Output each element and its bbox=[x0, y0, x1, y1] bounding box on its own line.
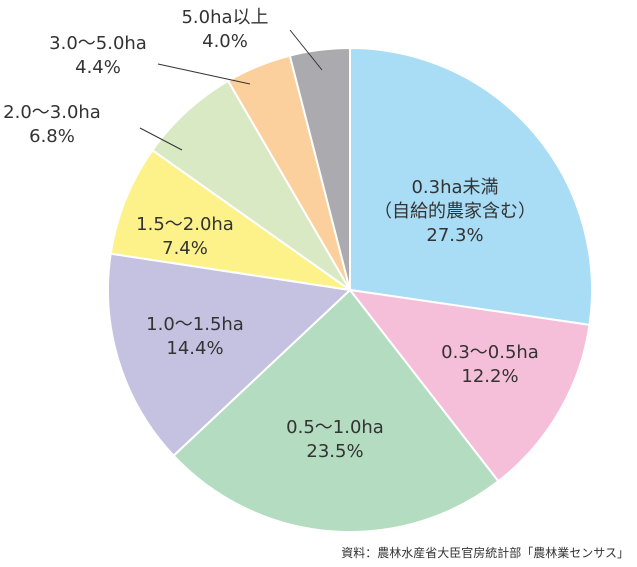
value-label: 4.0% bbox=[202, 31, 248, 52]
category-label: 0.3ha未満 （自給的農家含む） bbox=[374, 177, 536, 222]
category-label: 3.0～5.0ha bbox=[49, 33, 147, 54]
pie-slice bbox=[109, 148, 351, 291]
value-label: 4.4% bbox=[75, 57, 121, 78]
leader-line bbox=[289, 29, 323, 71]
leader-line bbox=[157, 63, 251, 85]
category-label: 5.0ha以上 bbox=[181, 7, 269, 28]
slice-label: 2.0～3.0ha 6.8% bbox=[3, 101, 101, 149]
pie-slice bbox=[288, 46, 351, 291]
category-label: 2.0～3.0ha bbox=[3, 102, 101, 123]
slice-label: 0.3ha未満 （自給的農家含む） 27.3% bbox=[374, 176, 536, 248]
pie-slice bbox=[347, 288, 591, 483]
pie-slice bbox=[349, 46, 593, 326]
value-label: 6.8% bbox=[29, 126, 75, 147]
slice-label: 0.3～0.5ha 12.2% bbox=[441, 341, 539, 389]
pie-slice bbox=[107, 252, 353, 458]
slice-label: 1.5～2.0ha 7.4% bbox=[136, 213, 234, 261]
slice-label: 1.0～1.5ha 14.4% bbox=[146, 313, 244, 361]
slice-label: 5.0ha以上 4.0% bbox=[181, 6, 268, 54]
category-label: 1.0～1.5ha bbox=[146, 314, 244, 335]
pie-slice bbox=[172, 288, 500, 533]
slice-label: 3.0～5.0ha 4.4% bbox=[49, 32, 147, 80]
category-label: 0.5～1.0ha bbox=[286, 417, 384, 438]
value-label: 12.2% bbox=[461, 366, 519, 387]
value-label: 23.5% bbox=[306, 441, 364, 462]
source-note: 資料：農林水産省大臣官房統計部「農林業センサス」 bbox=[341, 546, 629, 560]
leader-line bbox=[139, 127, 183, 151]
category-label: 1.5～2.0ha bbox=[136, 214, 234, 235]
value-label: 14.4% bbox=[166, 338, 224, 359]
value-label: 27.3% bbox=[426, 225, 484, 246]
category-label: 0.3～0.5ha bbox=[441, 342, 539, 363]
value-label: 7.4% bbox=[162, 238, 208, 259]
slice-label: 0.5～1.0ha 23.5% bbox=[286, 416, 384, 464]
